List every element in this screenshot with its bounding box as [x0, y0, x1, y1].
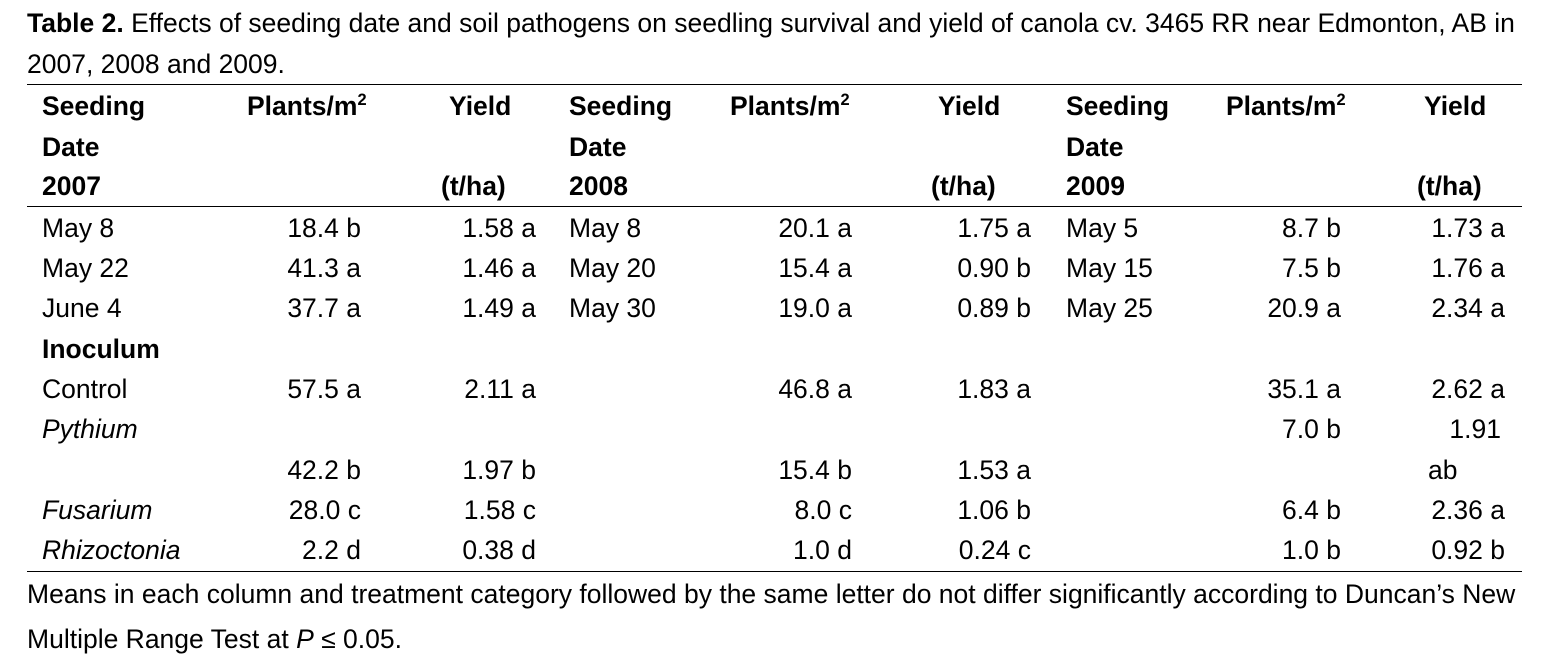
cell-yield-2008: 1.75 a — [957, 213, 1031, 243]
header-rule — [27, 206, 1522, 207]
header-plants-text: Plants/m — [247, 91, 358, 121]
header-year-2009: 2009 — [1066, 171, 1125, 201]
cell-treatment: Fusarium — [42, 495, 153, 525]
header-plants-2007: Plants/m2 — [247, 86, 367, 126]
cell-plants-2008: 8.0 c — [794, 495, 852, 525]
header-plants-2009: Plants/m2 — [1226, 86, 1346, 126]
cell-yield-2009: 2.36 a — [1431, 495, 1505, 525]
cell-yield-2009: 1.76 a — [1431, 253, 1505, 283]
footnote-text: Means in each column and treatment categ… — [27, 579, 1516, 654]
top-rule — [27, 84, 1522, 85]
header-yield-2008: Yield — [938, 91, 1001, 121]
header-date-2007: Date — [42, 132, 100, 162]
cell-yield-2007: 1.49 a — [462, 293, 536, 323]
cell-date-2007: May 8 — [42, 213, 115, 243]
cell-yield-2009: ab — [1428, 455, 1458, 485]
header-seeding-2008: Seeding — [569, 91, 673, 121]
table-footnote: Means in each column and treatment categ… — [27, 572, 1527, 662]
cell-plants-2008: 46.8 a — [778, 374, 852, 404]
cell-plants-2009: 7.5 b — [1282, 253, 1341, 283]
cell-date-2008: May 20 — [569, 253, 656, 283]
table-label: Table 2. — [27, 8, 124, 38]
cell-yield-2008: 0.24 c — [958, 535, 1031, 565]
inoculum-heading: Inoculum — [42, 334, 160, 364]
table-caption: Table 2. Effects of seeding date and soi… — [27, 3, 1522, 85]
cell-date-2009: May 5 — [1066, 213, 1139, 243]
cell-date-2008: May 30 — [569, 293, 656, 323]
cell-yield-2009: 2.62 a — [1431, 374, 1505, 404]
cell-plants-2009: 20.9 a — [1267, 293, 1341, 323]
cell-treatment: Rhizoctonia — [42, 535, 181, 565]
cell-plants-2007: 18.4 b — [287, 213, 361, 243]
cell-plants-2009: 35.1 a — [1267, 374, 1341, 404]
cell-plants-2008: 15.4 a — [778, 253, 852, 283]
cell-plants-2007: 37.7 a — [287, 293, 361, 323]
cell-date-2009: May 25 — [1066, 293, 1153, 323]
cell-date-2007: June 4 — [42, 293, 122, 323]
header-yield-2007: Yield — [449, 91, 512, 121]
cell-plants-2009: 8.7 b — [1282, 213, 1341, 243]
cell-treatment: Pythium — [42, 414, 138, 444]
cell-yield-2007: 0.38 d — [462, 535, 536, 565]
cell-yield-2009: 1.73 a — [1431, 213, 1505, 243]
cell-yield-2007: 1.46 a — [462, 253, 536, 283]
header-year-2007: 2007 — [42, 171, 101, 201]
bottom-rule — [27, 571, 1522, 572]
cell-yield-2007: 1.58 a — [462, 213, 536, 243]
cell-yield-2008: 1.83 a — [957, 374, 1031, 404]
cell-plants-2008: 15.4 b — [778, 455, 852, 485]
cell-yield-2008: 0.90 b — [957, 253, 1031, 283]
cell-yield-2008: 1.53 a — [957, 455, 1031, 485]
cell-yield-2009: 1.91 — [1449, 414, 1501, 444]
cell-yield-2008: 0.89 b — [957, 293, 1031, 323]
cell-treatment: Control — [42, 374, 128, 404]
header-year-2008: 2008 — [569, 171, 628, 201]
header-yield-unit-2008: (t/ha) — [931, 171, 996, 201]
header-plants-text: Plants/m — [730, 91, 841, 121]
header-yield-unit-2009: (t/ha) — [1417, 171, 1482, 201]
footnote-threshold: ≤ 0.05. — [313, 624, 402, 654]
cell-yield-2009: 2.34 a — [1431, 293, 1505, 323]
cell-yield-2007: 1.58 c — [463, 495, 536, 525]
header-seeding-2007: Seeding — [42, 91, 146, 121]
cell-yield-2007: 1.97 b — [462, 455, 536, 485]
cell-yield-2008: 1.06 b — [957, 495, 1031, 525]
header-plants-sup: 2 — [840, 90, 850, 109]
footnote-p-symbol: P — [296, 624, 314, 654]
cell-plants-2007: 28.0 c — [288, 495, 361, 525]
cell-plants-2007: 41.3 a — [287, 253, 361, 283]
cell-plants-2009: 6.4 b — [1282, 495, 1341, 525]
cell-yield-2007: 2.11 a — [464, 374, 536, 404]
cell-plants-2009: 7.0 b — [1282, 414, 1341, 444]
caption-text: Effects of seeding date and soil pathoge… — [27, 8, 1515, 79]
header-yield-unit-2007: (t/ha) — [441, 171, 506, 201]
cell-plants-2008: 20.1 a — [778, 213, 852, 243]
cell-yield-2009: 0.92 b — [1431, 535, 1505, 565]
header-yield-2009: Yield — [1424, 91, 1487, 121]
cell-plants-2008: 1.0 d — [793, 535, 852, 565]
header-plants-text: Plants/m — [1226, 91, 1337, 121]
cell-plants-2007: 2.2 d — [302, 535, 361, 565]
cell-plants-2007: 57.5 a — [287, 374, 361, 404]
cell-plants-2007: 42.2 b — [287, 455, 361, 485]
header-seeding-2009: Seeding — [1066, 91, 1170, 121]
header-plants-2008: Plants/m2 — [730, 86, 850, 126]
header-plants-sup: 2 — [1336, 90, 1346, 109]
cell-plants-2008: 19.0 a — [778, 293, 852, 323]
cell-date-2007: May 22 — [42, 253, 129, 283]
header-plants-sup: 2 — [357, 90, 367, 109]
header-date-2009: Date — [1066, 132, 1124, 162]
cell-plants-2009: 1.0 b — [1282, 535, 1341, 565]
header-date-2008: Date — [569, 132, 627, 162]
cell-date-2008: May 8 — [569, 213, 642, 243]
cell-date-2009: May 15 — [1066, 253, 1153, 283]
